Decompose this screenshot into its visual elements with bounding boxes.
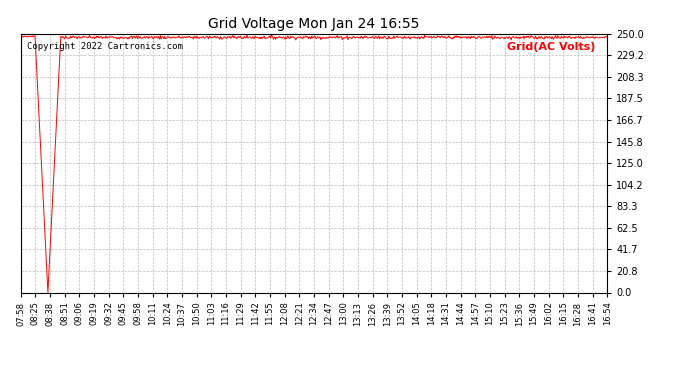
Title: Grid Voltage Mon Jan 24 16:55: Grid Voltage Mon Jan 24 16:55 xyxy=(208,17,420,31)
Text: Grid(AC Volts): Grid(AC Volts) xyxy=(507,42,595,51)
Text: Copyright 2022 Cartronics.com: Copyright 2022 Cartronics.com xyxy=(26,42,182,51)
